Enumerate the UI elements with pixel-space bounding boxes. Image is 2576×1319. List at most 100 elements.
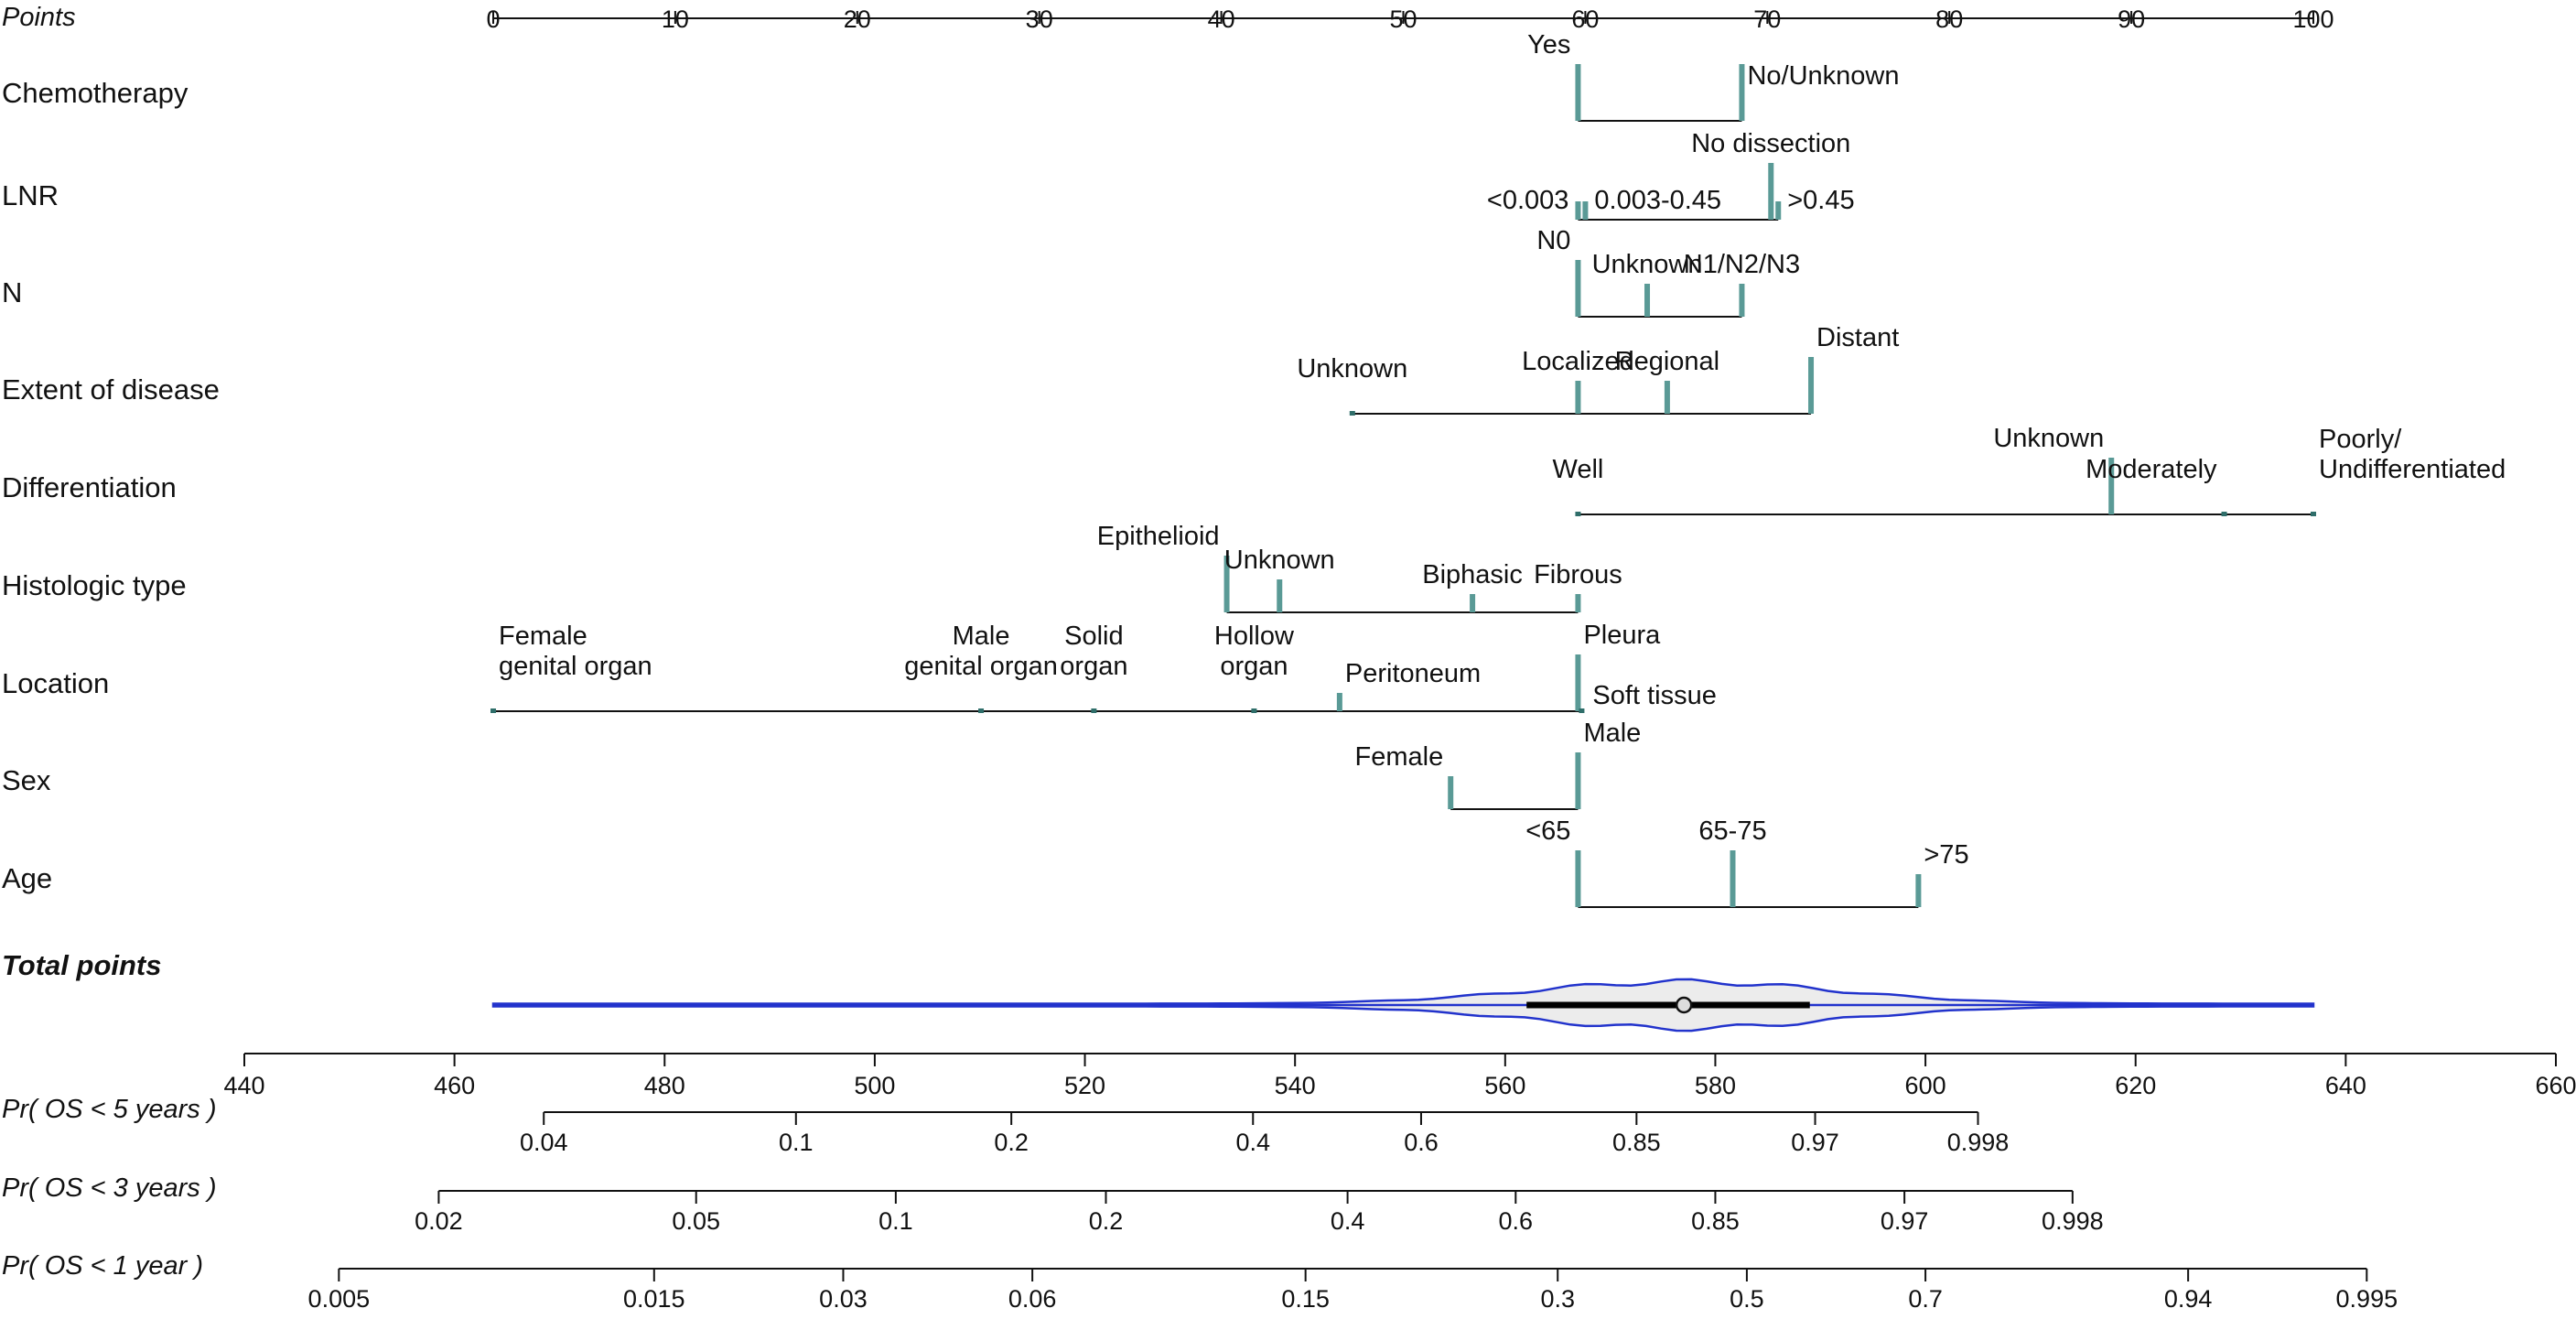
level-label: Localized <box>1522 347 1634 376</box>
level-label: Male <box>1583 719 1641 748</box>
variable-name: Chemotherapy <box>2 77 189 109</box>
variable-name: Age <box>2 862 52 894</box>
total-points-group: Total points 440 460 480 500 520 540 560 580 600 6… <box>2 949 2576 1099</box>
level-label: Unknown <box>1224 546 1335 575</box>
points-axis-tick-label: 60 <box>1571 5 1599 33</box>
total-points-tick-label: 520 <box>1064 1072 1105 1099</box>
level-label: Female <box>1355 742 1444 772</box>
probability-tick-label: 0.06 <box>1008 1285 1057 1313</box>
level-label: Regional <box>1615 347 1719 376</box>
level-label: 65-75 <box>1698 816 1766 846</box>
level-label: Yes <box>1527 30 1570 59</box>
level-label: N0 <box>1536 226 1570 255</box>
points-axis-tick-label: 30 <box>1026 5 1053 33</box>
variables-group: Chemotherapy Yes No/Unknown LNR <0.003 0.003-… <box>2 30 2506 908</box>
probability-tick-label: 0.2 <box>1089 1207 1124 1235</box>
level-label: Distant <box>1816 323 1899 352</box>
level-label: Epithelioid <box>1097 522 1220 551</box>
probability-axis-2: Pr( OS < 3 years ) 0.02 0.05 0.1 0.2 0.4 0.6 0.… <box>2 1173 2104 1235</box>
points-axis-tick-label: 50 <box>1389 5 1417 33</box>
points-axis-tick-label: 10 <box>662 5 689 33</box>
points-axis-title: Points <box>2 3 76 32</box>
probability-tick-label: 0.4 <box>1235 1129 1270 1156</box>
level-mark <box>1575 512 1581 516</box>
probability-tick-label: 0.998 <box>2042 1207 2104 1235</box>
variable-name: Histologic type <box>2 569 187 601</box>
points-axis-tick-label: 90 <box>2118 5 2145 33</box>
probability-tick-label: 0.85 <box>1691 1207 1740 1235</box>
probability-tick-label: 0.6 <box>1499 1207 1534 1235</box>
points-axis-tick-label: 70 <box>1753 5 1781 33</box>
probability-tick-label: 0.3 <box>1540 1285 1575 1313</box>
probability-tick-label: 0.94 <box>2164 1285 2213 1313</box>
level-label: Unknown <box>1993 424 2104 453</box>
variable-row-location: Location Female genital organ Male genital o… <box>2 621 1717 713</box>
level-label: Male genital organ <box>904 622 1058 681</box>
probability-tick-label: 0.005 <box>308 1285 371 1313</box>
level-mark <box>1091 708 1097 713</box>
level-mark <box>1349 411 1355 416</box>
level-mark <box>1579 708 1585 713</box>
probability-axis-title: Pr( OS < 5 years ) <box>2 1095 216 1124</box>
probability-tick-label: 0.85 <box>1612 1129 1661 1156</box>
level-label: Female genital organ <box>499 622 652 681</box>
total-points-tick-label: 640 <box>2325 1072 2366 1099</box>
variable-row-extent-of-disease: Extent of disease Unknown LocalizedRegiona… <box>2 323 1899 416</box>
total-points-tick-label: 500 <box>854 1072 895 1099</box>
variable-row-chemotherapy: Chemotherapy Yes No/Unknown <box>2 30 1899 122</box>
probability-tick-label: 0.97 <box>1791 1129 1839 1156</box>
level-label: Unknown <box>1297 354 1407 384</box>
total-points-tick-label: 580 <box>1695 1072 1736 1099</box>
variable-name: Location <box>2 667 109 699</box>
probability-tick-label: 0.6 <box>1404 1129 1439 1156</box>
total-points-tick-label: 600 <box>1905 1072 1946 1099</box>
level-label: 0.003-0.45 <box>1594 186 1721 215</box>
probability-tick-label: 0.4 <box>1331 1207 1365 1235</box>
probability-tick-label: 0.5 <box>1730 1285 1764 1313</box>
probability-tick-label: 0.2 <box>994 1129 1029 1156</box>
points-axis-group: Points 0 10 20 30 40 50 60 70 80 90 100 <box>2 3 2334 33</box>
points-axis-tick-label: 100 <box>2292 5 2333 33</box>
level-label: Well <box>1553 455 1604 484</box>
level-label: Unknown <box>1592 250 1703 279</box>
points-axis-tick-label: 40 <box>1208 5 1235 33</box>
probability-axis-title: Pr( OS < 3 years ) <box>2 1173 216 1203</box>
level-label: Hollow organ <box>1214 622 1295 681</box>
variable-name: Differentiation <box>2 471 177 503</box>
total-points-tick-label: 460 <box>434 1072 475 1099</box>
total-points-title: Total points <box>2 949 162 981</box>
total-points-tick-label: 660 <box>2535 1072 2576 1099</box>
points-axis-tick-label: 20 <box>844 5 871 33</box>
variable-name: LNR <box>2 179 59 211</box>
probability-tick-label: 0.998 <box>1947 1129 2010 1156</box>
level-label: Solid organ <box>1060 622 1127 681</box>
level-label: Fibrous <box>1534 560 1622 589</box>
level-label: Moderately <box>2086 455 2217 484</box>
level-label: N1/N2/N3 <box>1684 250 1800 279</box>
probability-axis-1: Pr( OS < 5 years ) 0.04 0.1 0.2 0.4 0.6 0.85 0.… <box>2 1095 2009 1156</box>
probability-tick-label: 0.1 <box>878 1207 913 1235</box>
level-label: Soft tissue <box>1592 681 1716 710</box>
variable-name: Sex <box>2 764 51 796</box>
variable-name: Extent of disease <box>2 373 220 405</box>
probability-tick-label: 0.97 <box>1881 1207 1929 1235</box>
level-mark <box>2311 512 2316 516</box>
probability-tick-label: 0.04 <box>520 1129 568 1156</box>
level-label: <0.003 <box>1487 186 1569 215</box>
total-points-tick-label: 540 <box>1275 1072 1316 1099</box>
probability-tick-label: 0.15 <box>1281 1285 1330 1313</box>
total-points-tick-label: 620 <box>2115 1072 2156 1099</box>
probability-axis-title: Pr( OS < 1 year ) <box>2 1251 203 1281</box>
probability-axes-group: Pr( OS < 5 years ) 0.04 0.1 0.2 0.4 0.6 0.85 0.… <box>2 1095 2398 1313</box>
probability-tick-label: 0.995 <box>2336 1285 2398 1313</box>
level-mark <box>1251 708 1257 713</box>
variable-row-sex: Sex Female Male <box>2 719 1641 810</box>
level-mark <box>978 708 985 713</box>
points-axis-tick-label: 0 <box>486 5 500 33</box>
variable-name: N <box>2 276 22 308</box>
level-mark <box>2221 512 2227 516</box>
